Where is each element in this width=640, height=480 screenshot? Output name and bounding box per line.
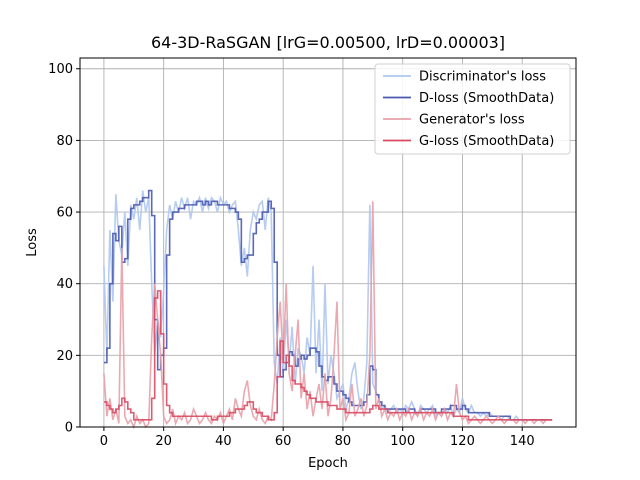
legend-label-3: Generator's loss	[419, 113, 525, 128]
legend-label-1: Discriminator's loss	[419, 70, 546, 85]
y-axis-label: Loss	[25, 228, 40, 257]
plot-frame	[79, 57, 577, 428]
x-tick-label: 120	[450, 434, 475, 449]
series-line-3	[103, 201, 553, 430]
legend: Discriminator's loss D-loss (SmoothData) G…	[374, 63, 571, 155]
y-tick-label: 60	[56, 206, 73, 221]
y-tick-label: 20	[56, 349, 73, 364]
x-axis-label: Epoch	[308, 456, 348, 471]
x-tick-label: 0	[100, 434, 108, 449]
chart-title: 64-3D-RaSGAN [lrG=0.00500, lrD=0.00003]	[151, 33, 505, 52]
series-line-2	[103, 189, 553, 421]
legend-label-4: G-loss (SmoothData)	[419, 134, 554, 149]
x-tick-label: 40	[215, 434, 232, 449]
series-line-4	[103, 290, 553, 421]
y-axis-ticks: 0 20 40 60 80 100	[48, 62, 80, 436]
legend-label-2: D-loss (SmoothData)	[419, 91, 554, 106]
y-tick-label: 80	[56, 134, 73, 149]
y-tick-label: 0	[65, 421, 73, 436]
x-tick-label: 20	[155, 434, 172, 449]
x-axis-ticks: 0 20 40 60 80 100 120 140	[100, 427, 535, 449]
series-line-1	[103, 190, 553, 422]
series-layer	[103, 189, 553, 430]
x-tick-label: 140	[510, 434, 535, 449]
legend-box	[374, 63, 571, 155]
x-tick-label: 80	[335, 434, 352, 449]
x-tick-label: 60	[275, 434, 292, 449]
y-tick-label: 40	[56, 277, 73, 292]
x-tick-label: 100	[390, 434, 415, 449]
y-tick-label: 100	[48, 62, 73, 77]
